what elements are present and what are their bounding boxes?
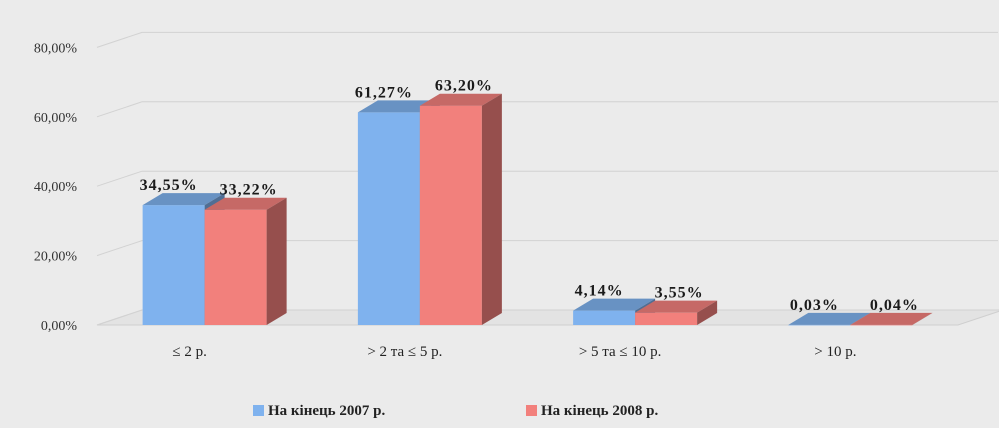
x-axis-ticks: ≤ 2 р. > 2 та ≤ 5 р. > 5 та ≤ 10 р. > 10 р. — [172, 344, 856, 360]
data-label: 0,04% — [870, 297, 919, 314]
x-tick-label: > 10 р. — [814, 344, 856, 360]
gridline — [96, 101, 998, 118]
data-label: 4,14% — [575, 283, 624, 300]
bar-side — [266, 197, 287, 325]
gridline — [96, 240, 998, 257]
legend-label: На кінець 2007 р. — [268, 403, 385, 419]
x-tick-label: > 5 та ≤ 10 р. — [579, 344, 662, 360]
bar-front — [204, 209, 267, 325]
bars — [142, 93, 933, 326]
x-tick-label: > 2 та ≤ 5 р. — [367, 344, 442, 360]
bar-front — [419, 105, 482, 325]
y-axis-ticks: 0,00% 20,00% 40,00% 60,00% 80,00% — [34, 41, 78, 334]
gridlines — [96, 31, 999, 326]
legend-swatch — [253, 405, 264, 416]
data-label: 0,03% — [790, 297, 839, 314]
bar-side — [912, 312, 933, 325]
bar-front — [850, 324, 913, 326]
y-tick-label: 0,00% — [41, 319, 78, 334]
bar-top — [635, 300, 718, 313]
bar-front — [635, 312, 698, 325]
bar-top — [788, 312, 871, 325]
bar-top — [204, 197, 287, 210]
bar-front — [573, 310, 636, 325]
bar-top — [850, 312, 933, 325]
legend-label: На кінець 2008 р. — [541, 403, 658, 419]
y-tick-label: 80,00% — [34, 41, 78, 56]
data-label: 34,55% — [140, 177, 198, 194]
bar-front — [788, 324, 851, 326]
y-tick-label: 40,00% — [34, 180, 78, 195]
y-tick-label: 20,00% — [34, 250, 78, 265]
legend-swatch — [526, 405, 537, 416]
data-label: 63,20% — [435, 78, 493, 95]
gridline — [96, 170, 998, 187]
bar-top — [142, 193, 225, 206]
gridline — [96, 31, 998, 48]
data-label: 33,22% — [220, 182, 278, 199]
x-tick-label: ≤ 2 р. — [172, 344, 206, 360]
y-tick-label: 60,00% — [34, 111, 78, 126]
bar-side — [697, 300, 718, 325]
bar-front — [357, 112, 420, 325]
data-labels: 34,55% 33,22% 61,27% 63,20% 4,14% 3,55% 0,03% 0… — [140, 78, 919, 314]
data-label: 3,55% — [655, 285, 704, 302]
bar-top — [573, 298, 656, 311]
bar-top — [357, 100, 440, 113]
bar-side — [481, 93, 502, 325]
bar-top — [419, 93, 502, 106]
data-label: 61,27% — [355, 84, 413, 101]
legend: На кінець 2007 р. На кінець 2008 р. — [253, 403, 658, 419]
bar-front — [142, 205, 205, 325]
